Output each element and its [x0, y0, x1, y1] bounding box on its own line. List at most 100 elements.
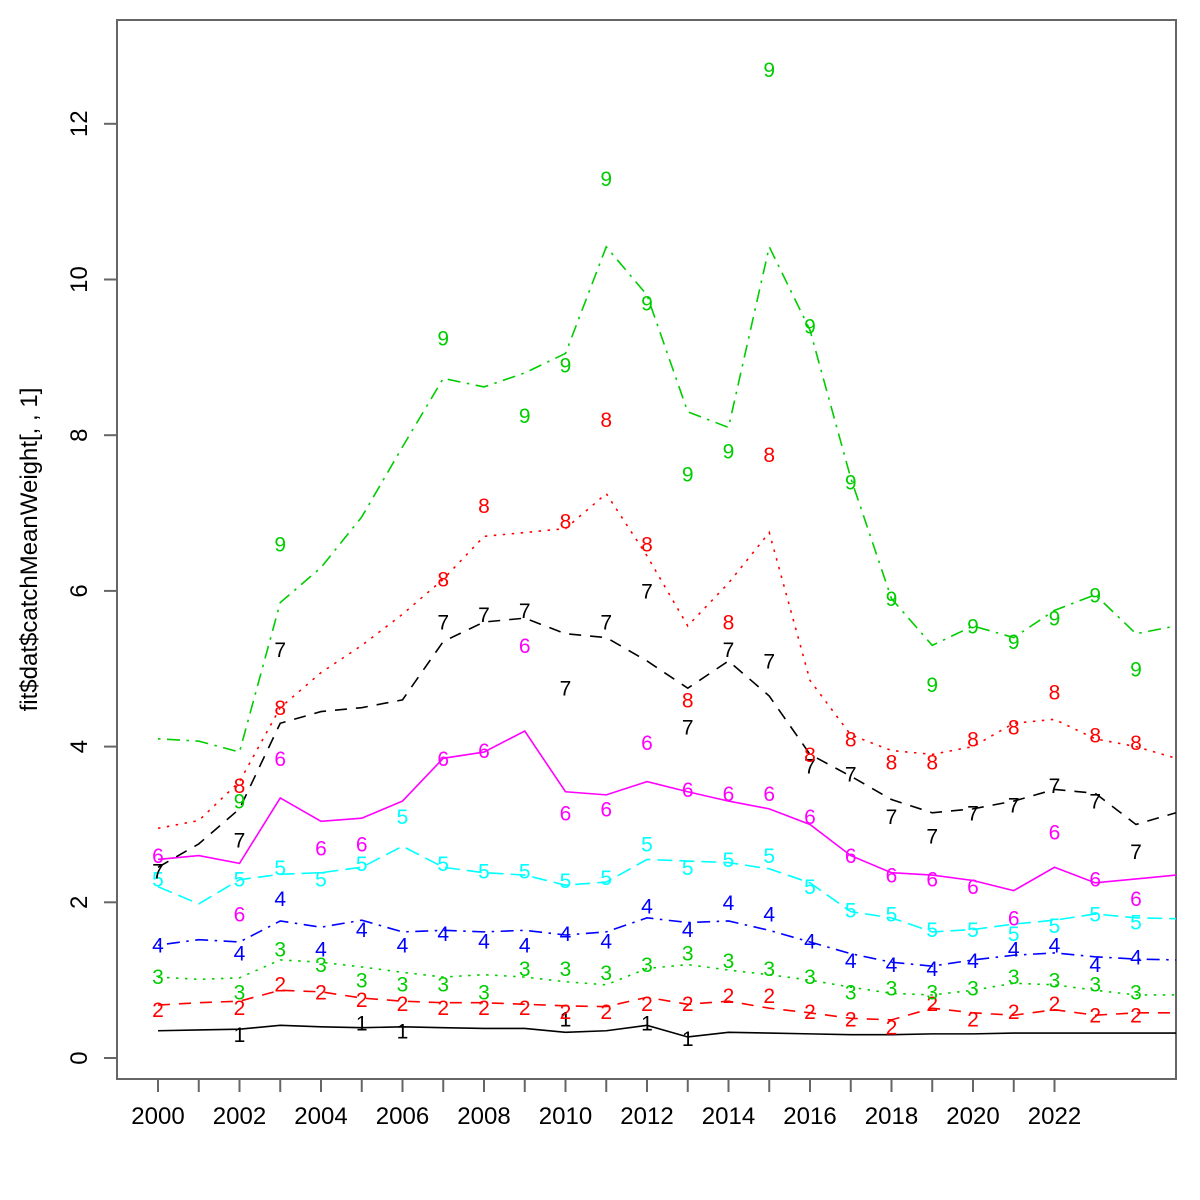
obs-label-series-5: 5	[437, 853, 449, 876]
obs-label-series-4: 4	[315, 939, 327, 962]
obs-label-series-2: 2	[478, 997, 490, 1020]
obs-label-series-4: 4	[723, 892, 735, 915]
obs-label-series-3: 3	[1089, 974, 1101, 997]
obs-label-series-6: 6	[1008, 907, 1020, 930]
obs-label-series-4: 4	[356, 919, 368, 942]
series-8-line	[157, 492, 1177, 830]
obs-label-series-5: 5	[234, 868, 246, 891]
obs-label-series-9: 9	[1130, 658, 1142, 681]
obs-label-series-4: 4	[1130, 946, 1142, 969]
series-8-points: 8 8 8 8 8 8 8 8 8 8 8 8 8 8 8 8 8 8 8	[234, 409, 1142, 798]
obs-label-series-5: 5	[1049, 915, 1061, 938]
obs-label-series-5: 5	[804, 876, 816, 899]
obs-label-series-6: 6	[641, 732, 653, 755]
obs-label-series-5: 5	[600, 867, 612, 890]
obs-label-series-9: 9	[600, 168, 612, 191]
obs-label-series-2: 2	[1089, 1005, 1101, 1028]
obs-label-series-5: 5	[1008, 923, 1020, 946]
obs-label-series-9: 9	[1049, 608, 1061, 631]
obs-label-series-3: 3	[315, 954, 327, 977]
obs-label-series-7: 7	[926, 826, 938, 849]
obs-label-series-8: 8	[560, 510, 572, 533]
obs-label-series-5: 5	[723, 849, 735, 872]
x-tick-label: 2014	[702, 1103, 755, 1130]
obs-label-series-4: 4	[967, 950, 979, 973]
obs-label-series-6: 6	[967, 876, 979, 899]
obs-label-series-3: 3	[682, 942, 694, 965]
obs-label-series-3: 3	[926, 981, 938, 1004]
x-tick-label: 2018	[865, 1103, 918, 1130]
obs-label-series-5: 5	[519, 861, 531, 884]
obs-label-series-9: 9	[1089, 584, 1101, 607]
obs-label-series-1: 1	[234, 1024, 246, 1047]
obs-label-series-2: 2	[886, 1016, 898, 1039]
obs-label-series-8: 8	[600, 409, 612, 432]
series-9-points: 9 9 9 9 9 9 9 9 9 9 9 9 9 9 9 9 9 9 9	[234, 59, 1142, 814]
obs-label-series-8: 8	[478, 495, 490, 518]
x-tick-label: 2020	[946, 1103, 999, 1130]
obs-label-series-1: 1	[682, 1028, 694, 1051]
obs-label-series-7: 7	[478, 604, 490, 627]
obs-label-series-6: 6	[234, 903, 246, 926]
obs-label-series-5: 5	[478, 861, 490, 884]
x-tick-label: 2000	[131, 1103, 184, 1130]
y-tick-label: 12	[66, 110, 93, 137]
obs-label-series-3: 3	[804, 966, 816, 989]
series-6-points: 6 6 6 6 6 6 6 6 6 6 6 6 6 6 6 6 6 6 6 6 6 6 6	[152, 635, 1142, 930]
obs-label-series-4: 4	[804, 931, 816, 954]
y-tick-label: 8	[66, 429, 93, 442]
obs-label-series-7: 7	[1049, 775, 1061, 798]
obs-label-series-7: 7	[763, 650, 775, 673]
obs-label-series-2: 2	[723, 985, 735, 1008]
obs-label-series-6: 6	[274, 748, 286, 771]
obs-label-series-4: 4	[600, 931, 612, 954]
obs-label-series-5: 5	[1130, 911, 1142, 934]
obs-label-series-6: 6	[763, 783, 775, 806]
obs-label-series-3: 3	[356, 970, 368, 993]
obs-label-series-4: 4	[682, 919, 694, 942]
obs-label-series-9: 9	[804, 316, 816, 339]
obs-label-series-3: 3	[519, 958, 531, 981]
obs-label-series-2: 2	[397, 993, 409, 1016]
series-7-points: 7 7 7 7 7 7 7 7 7 7 7 7 7 7 7 7 7 7 7 7 7	[152, 580, 1142, 883]
obs-label-series-7: 7	[682, 717, 694, 740]
obs-label-series-7: 7	[967, 802, 979, 825]
obs-label-series-7: 7	[1089, 791, 1101, 814]
obs-label-series-7: 7	[886, 806, 898, 829]
obs-label-series-8: 8	[763, 444, 775, 467]
obs-label-series-8: 8	[437, 569, 449, 592]
obs-label-series-5: 5	[845, 900, 857, 923]
obs-label-series-2: 2	[641, 993, 653, 1016]
series-1-points: 1 1 1 1 1 1	[234, 1009, 694, 1051]
obs-label-series-9: 9	[274, 534, 286, 557]
obs-label-series-6: 6	[723, 783, 735, 806]
obs-label-series-8: 8	[886, 752, 898, 775]
obs-label-series-8: 8	[1089, 724, 1101, 747]
obs-label-series-2: 2	[560, 1001, 572, 1024]
obs-label-series-6: 6	[560, 802, 572, 825]
obs-label-series-3: 3	[1049, 970, 1061, 993]
obs-label-series-4: 4	[1089, 954, 1101, 977]
series-7-line	[157, 617, 1177, 868]
obs-label-series-1: 1	[641, 1012, 653, 1035]
obs-label-series-3: 3	[641, 954, 653, 977]
obs-label-series-5: 5	[763, 845, 775, 868]
obs-label-series-9: 9	[845, 471, 857, 494]
y-tick-label: 2	[66, 896, 93, 909]
obs-label-series-3: 3	[967, 977, 979, 1000]
obs-label-series-7: 7	[519, 600, 531, 623]
obs-label-series-3: 3	[152, 966, 164, 989]
obs-label-series-8: 8	[234, 775, 246, 798]
obs-label-series-5: 5	[926, 919, 938, 942]
obs-label-series-7: 7	[600, 612, 612, 635]
obs-label-series-5: 5	[274, 857, 286, 880]
obs-label-series-8: 8	[682, 689, 694, 712]
series-9-line	[157, 244, 1177, 754]
obs-label-series-7: 7	[437, 612, 449, 635]
obs-label-series-3: 3	[560, 958, 572, 981]
obs-label-series-6: 6	[886, 865, 898, 888]
obs-label-series-2: 2	[845, 1009, 857, 1032]
x-tick-label: 2008	[457, 1103, 510, 1130]
obs-label-series-3: 3	[600, 962, 612, 985]
